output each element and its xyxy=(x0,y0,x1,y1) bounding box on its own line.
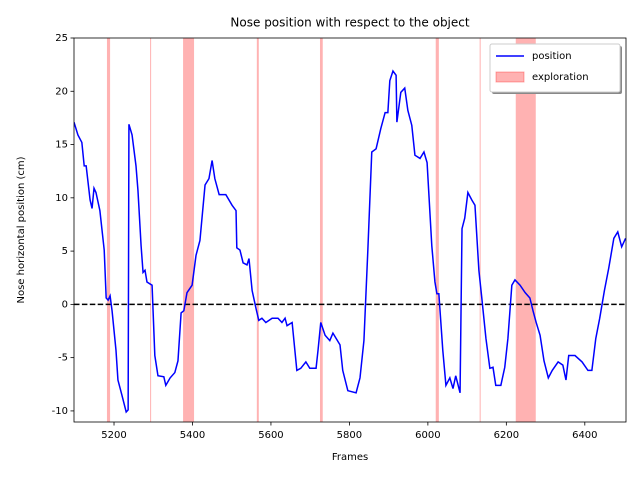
y-tick-label: 5 xyxy=(62,246,68,257)
exploration-span xyxy=(435,38,439,422)
exploration-span xyxy=(319,38,323,422)
exploration-span xyxy=(106,38,111,422)
chart-title: Nose position with respect to the object xyxy=(230,16,469,30)
y-tick-label: 15 xyxy=(55,140,68,151)
exploration-span xyxy=(150,38,152,422)
exploration-span xyxy=(256,38,259,422)
x-axis-label: Frames xyxy=(332,452,368,463)
legend-swatch xyxy=(495,71,525,83)
y-tick-label: 10 xyxy=(55,193,68,204)
y-tick-label: 25 xyxy=(55,33,68,44)
plot-frame xyxy=(73,37,627,423)
y-tick-label: -5 xyxy=(58,353,68,364)
x-tick-label: 5800 xyxy=(337,430,362,441)
data-line xyxy=(74,69,626,414)
exploration-span xyxy=(183,38,195,422)
x-tick-label: 6400 xyxy=(572,430,597,441)
x-tick-label: 6000 xyxy=(415,430,440,441)
exploration-span xyxy=(479,38,481,422)
y-tick-label: -10 xyxy=(52,406,68,417)
legend-label: position xyxy=(532,51,572,62)
x-tick-label: 5400 xyxy=(180,430,205,441)
y-tick-label: 20 xyxy=(55,86,68,97)
exploration-span xyxy=(515,38,536,422)
y-tick-label: 0 xyxy=(62,299,68,310)
x-tick-label: 5600 xyxy=(258,430,283,441)
plot-area xyxy=(74,38,626,422)
x-tick-label: 5200 xyxy=(101,430,126,441)
x-tick-label: 6200 xyxy=(494,430,519,441)
y-axis-label: Nose horizontal position (cm) xyxy=(16,156,27,303)
legend-label: exploration xyxy=(532,72,589,83)
